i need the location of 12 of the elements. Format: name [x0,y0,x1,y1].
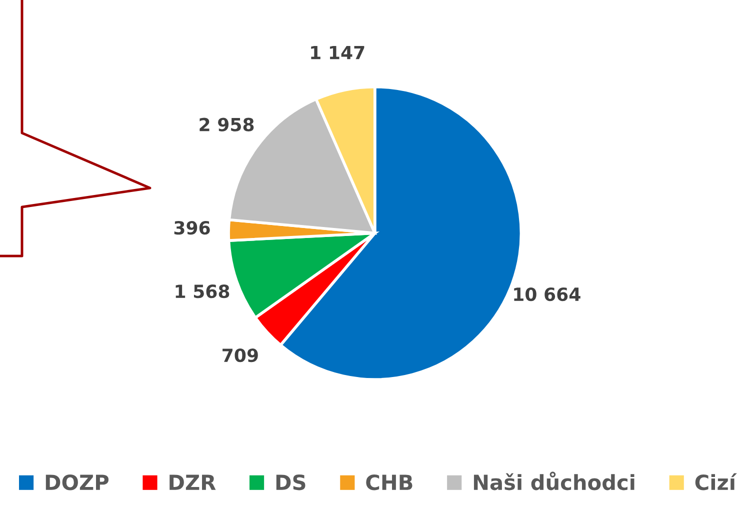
data-label: 10 664 [514,287,580,302]
data-label: 709 [222,348,258,362]
legend-label: Naši důchodci [474,472,634,490]
data-label: 1 147 [311,46,364,60]
legend-label: DZR [170,474,216,490]
legend-label: CHB [366,474,412,490]
legend-label: DOZP [46,474,109,490]
data-label: 396 [174,220,210,235]
data-label: 2 958 [200,118,254,132]
data-label: 1 568 [176,284,230,298]
legend-label: DS [276,474,306,490]
legend-label: Cizí [695,473,737,490]
